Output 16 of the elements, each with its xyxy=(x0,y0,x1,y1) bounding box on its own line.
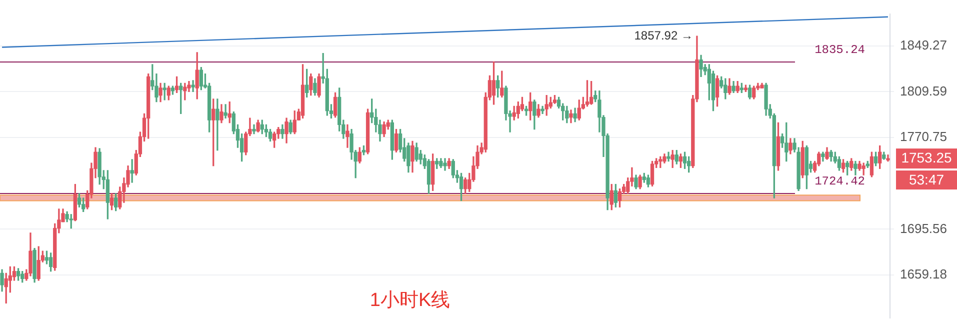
y-tick-label: 1849.27 xyxy=(900,37,947,52)
candlestick xyxy=(224,104,228,118)
ref-line-label: 1724.42 xyxy=(814,174,865,189)
candlestick xyxy=(216,98,220,151)
candlestick xyxy=(191,80,195,92)
y-tick-label: 1695.56 xyxy=(900,220,947,236)
text: 1753.25 xyxy=(901,149,952,166)
annotation: 1857.92 → xyxy=(634,28,693,42)
y-tick-label: 1770.75 xyxy=(900,129,947,144)
y-tick-label: 1659.18 xyxy=(900,266,947,282)
text: 53:47 xyxy=(908,171,944,188)
text: 1小时K线 xyxy=(370,290,450,312)
candlestick xyxy=(130,159,134,183)
ref-line-label: 1835.24 xyxy=(814,43,865,58)
candlestick xyxy=(443,158,447,171)
y-tick-label: 1809.59 xyxy=(900,83,947,98)
